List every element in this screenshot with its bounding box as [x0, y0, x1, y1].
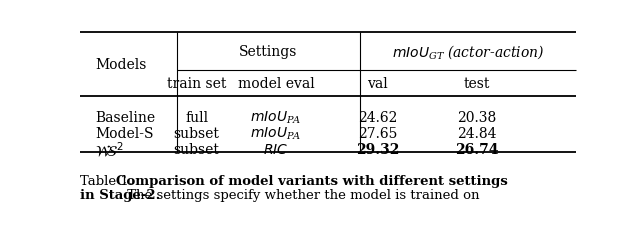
- Text: $\mathcal{W\!S}^2$: $\mathcal{W\!S}^2$: [95, 140, 124, 159]
- Text: $mIoU_{\mathregular{PA}}$: $mIoU_{\mathregular{PA}}$: [250, 125, 301, 142]
- Text: subset: subset: [173, 143, 220, 157]
- Text: $mIoU_{\mathregular{PA}}$: $mIoU_{\mathregular{PA}}$: [250, 109, 301, 126]
- Text: The settings specify whether the model is trained on: The settings specify whether the model i…: [123, 188, 479, 201]
- Text: $\mathit{RIC}$: $\mathit{RIC}$: [263, 143, 289, 157]
- Text: full: full: [185, 111, 208, 125]
- Text: 24.62: 24.62: [358, 111, 397, 125]
- Text: test: test: [463, 77, 490, 91]
- Text: train set: train set: [167, 77, 227, 91]
- Text: 26.74: 26.74: [455, 143, 499, 157]
- Text: Settings: Settings: [239, 45, 298, 59]
- Text: Model-S: Model-S: [95, 127, 154, 140]
- Text: Comparison of model variants with different settings: Comparison of model variants with differ…: [116, 174, 508, 187]
- Text: Table 1.: Table 1.: [80, 174, 137, 187]
- Text: $mIoU_{\mathregular{GT}}$ (actor-action): $mIoU_{\mathregular{GT}}$ (actor-action): [392, 43, 544, 61]
- Text: 24.84: 24.84: [457, 127, 497, 140]
- Text: Models: Models: [95, 58, 147, 72]
- Text: Baseline: Baseline: [95, 111, 155, 125]
- Text: in Stage-2.: in Stage-2.: [80, 188, 161, 201]
- Text: model eval: model eval: [237, 77, 314, 91]
- Text: subset: subset: [173, 127, 220, 140]
- Text: 20.38: 20.38: [457, 111, 497, 125]
- Text: 29.32: 29.32: [356, 143, 399, 157]
- Text: 27.65: 27.65: [358, 127, 397, 140]
- Text: val: val: [367, 77, 388, 91]
